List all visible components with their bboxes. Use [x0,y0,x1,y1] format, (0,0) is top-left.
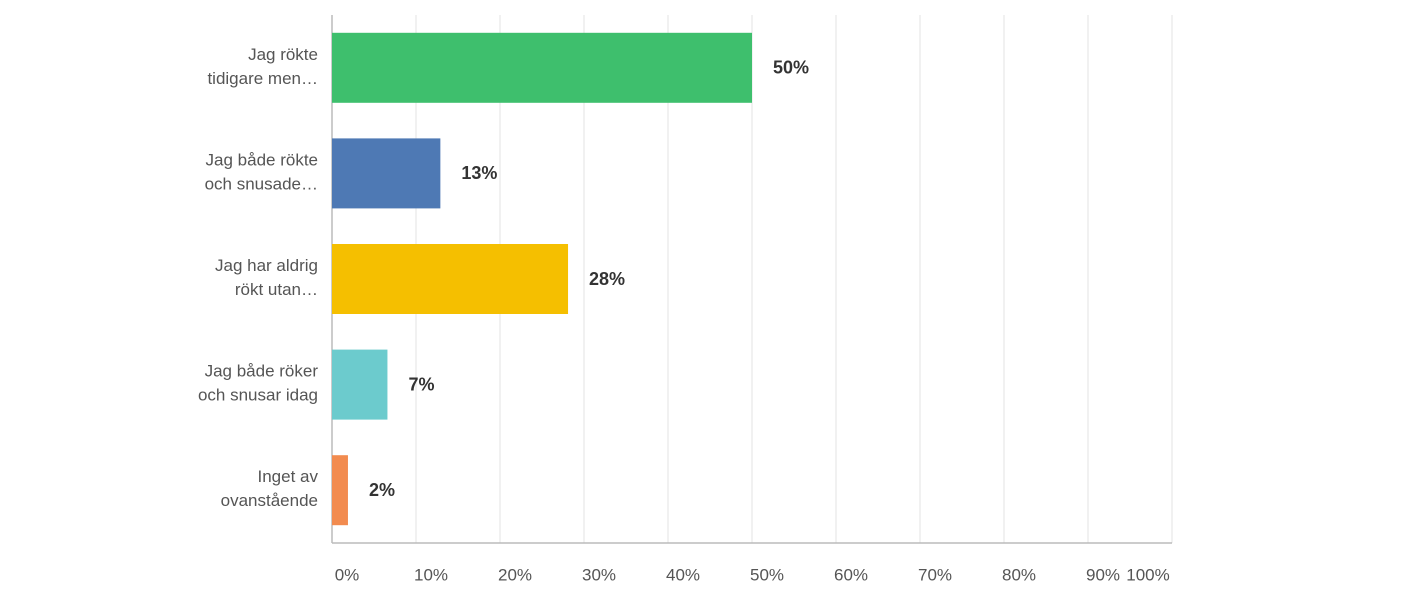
x-tick-label: 0% [335,565,360,584]
value-label: 13% [461,163,497,183]
x-tick-label: 30% [582,565,616,584]
value-label: 2% [369,480,395,500]
x-tick-label: 40% [666,565,700,584]
category-line: ovanstående [221,492,318,511]
x-tick-label: 70% [918,565,952,584]
category-label: Jag både röker och snusar idag [198,362,318,405]
category-line: Jag rökte [248,45,318,64]
x-tick-label: 90% [1086,565,1120,584]
category-line: rökt utan… [235,280,318,299]
bar [332,32,752,103]
x-tick-label: 20% [498,565,532,584]
category-line: Inget av [258,468,319,487]
category-label: Inget av ovanstående [221,468,319,511]
category-label: Jag rökte tidigare men… [207,45,318,88]
x-tick-label: 60% [834,565,868,584]
category-label: Jag både rökte och snusade… [205,151,318,194]
category-line: och snusar idag [198,386,318,405]
category-line: Jag både rökte [206,151,318,170]
category-label: Jag har aldrig rökt utan… [215,256,318,299]
value-label: 7% [408,374,434,394]
bar [332,244,569,314]
x-tick-label: 10% [414,565,448,584]
x-tick-label: 80% [1002,565,1036,584]
category-line: tidigare men… [207,69,318,88]
bar [332,349,388,420]
value-label: 50% [773,58,809,78]
bar [332,455,348,526]
value-label: 28% [589,269,625,289]
category-line: Jag både röker [205,362,319,381]
x-tick-label: 100% [1126,565,1169,584]
category-line: och snusade… [205,175,318,194]
bar [332,138,441,209]
x-tick-label: 50% [750,565,784,584]
category-line: Jag har aldrig [215,256,318,275]
